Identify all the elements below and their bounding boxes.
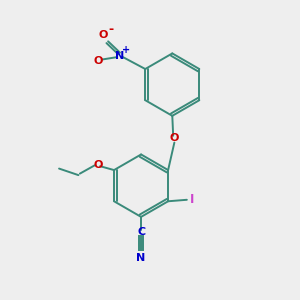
Text: O: O	[93, 160, 102, 170]
Text: N: N	[116, 51, 124, 61]
Text: +: +	[122, 45, 130, 55]
Text: O: O	[99, 30, 108, 40]
Text: C: C	[137, 227, 145, 237]
Text: -: -	[109, 23, 114, 36]
Text: O: O	[93, 56, 102, 66]
Text: O: O	[169, 133, 178, 143]
Text: I: I	[190, 193, 194, 206]
Text: N: N	[136, 253, 146, 263]
